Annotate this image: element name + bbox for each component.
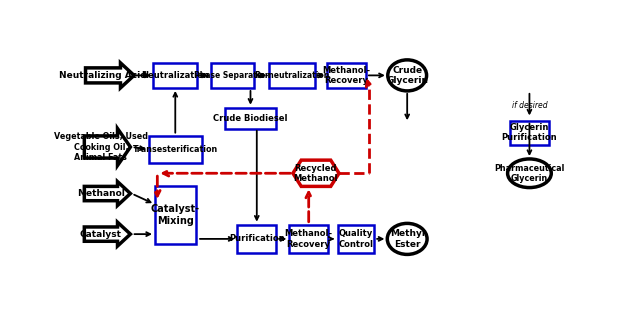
Text: Phase Separation: Phase Separation bbox=[194, 71, 270, 80]
Text: Methyl
Ester: Methyl Ester bbox=[389, 229, 424, 249]
Ellipse shape bbox=[508, 159, 552, 188]
FancyBboxPatch shape bbox=[237, 224, 276, 253]
Polygon shape bbox=[85, 129, 130, 166]
Text: Neutralizing Acid: Neutralizing Acid bbox=[59, 71, 147, 80]
Text: Methanol: Methanol bbox=[77, 189, 125, 198]
FancyBboxPatch shape bbox=[211, 63, 254, 88]
Text: Crude Biodiesel: Crude Biodiesel bbox=[213, 114, 288, 123]
FancyBboxPatch shape bbox=[337, 224, 374, 253]
Polygon shape bbox=[86, 63, 134, 88]
Polygon shape bbox=[85, 182, 130, 206]
FancyBboxPatch shape bbox=[148, 136, 202, 163]
FancyBboxPatch shape bbox=[225, 108, 276, 129]
Text: Recycled
Methanol: Recycled Methanol bbox=[294, 164, 338, 183]
FancyBboxPatch shape bbox=[327, 63, 366, 88]
Text: Crude
Glycerin: Crude Glycerin bbox=[386, 66, 428, 85]
Ellipse shape bbox=[387, 60, 426, 91]
Text: Quality
Control: Quality Control bbox=[338, 229, 373, 249]
Text: Catalyst-
Mixing: Catalyst- Mixing bbox=[151, 204, 200, 226]
Text: Neutralization: Neutralization bbox=[141, 71, 209, 80]
Text: if desired: if desired bbox=[511, 101, 547, 110]
Text: Methanol-
Recovery: Methanol- Recovery bbox=[322, 66, 371, 85]
FancyBboxPatch shape bbox=[153, 63, 197, 88]
Text: Purification: Purification bbox=[229, 234, 285, 243]
Text: Methanol-
Recovery: Methanol- Recovery bbox=[285, 229, 333, 249]
FancyBboxPatch shape bbox=[289, 224, 328, 253]
FancyBboxPatch shape bbox=[269, 63, 315, 88]
Ellipse shape bbox=[387, 224, 427, 255]
Text: Vegetable Oils, Used
Cooking Oil,
Animal Fats: Vegetable Oils, Used Cooking Oil, Animal… bbox=[54, 132, 148, 162]
Text: Transesterification: Transesterification bbox=[133, 145, 218, 154]
FancyBboxPatch shape bbox=[510, 121, 549, 144]
FancyBboxPatch shape bbox=[155, 186, 196, 244]
Polygon shape bbox=[85, 222, 130, 246]
Text: Catalyst: Catalyst bbox=[80, 230, 122, 239]
Text: Glycerin
Purification: Glycerin Purification bbox=[501, 123, 557, 142]
Text: Re-neutralization: Re-neutralization bbox=[254, 71, 329, 80]
Text: Pharmaceutical
Glycerin: Pharmaceutical Glycerin bbox=[495, 164, 565, 183]
Polygon shape bbox=[293, 160, 339, 186]
